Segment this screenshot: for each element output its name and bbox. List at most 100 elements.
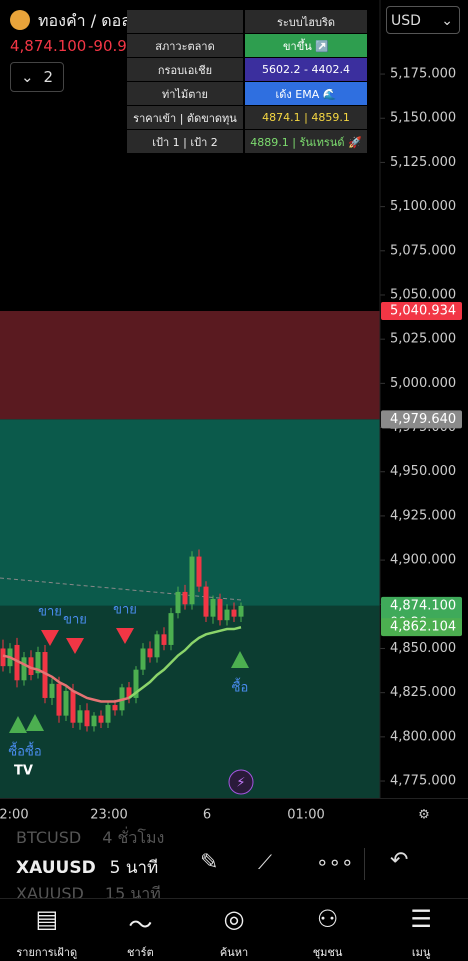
candle-body	[196, 556, 202, 587]
sell-label: ขาย	[38, 605, 62, 620]
y-tick-label: 4,900.000	[390, 553, 456, 568]
zone	[0, 605, 380, 798]
layout-toggle[interactable]: ⌄ 2	[10, 62, 64, 92]
zone	[0, 311, 380, 420]
candle-body	[224, 609, 230, 621]
caret: ⌄	[441, 13, 453, 29]
row-label: กรอบเอเชีย	[127, 58, 243, 81]
sell-arrow	[116, 628, 134, 644]
nav-item[interactable]: 〜 ชาร์ต	[94, 899, 188, 961]
undo[interactable]: ↶	[390, 848, 409, 873]
buy-arrow	[9, 716, 27, 733]
candle-body	[105, 705, 111, 723]
symbol-current[interactable]: XAUUSD 5 นาที	[16, 854, 158, 881]
currency-select[interactable]: USD ⌄	[386, 6, 460, 34]
price-tag	[381, 618, 462, 637]
currency: USD	[391, 13, 421, 29]
row-value: ขาขึ้น ↗️	[245, 34, 367, 57]
y-tick-label: 5,025.000	[390, 332, 456, 347]
candle-body	[168, 613, 174, 645]
candle-body	[70, 690, 76, 723]
candle-body	[35, 652, 41, 674]
sym: BTCUSD	[16, 828, 82, 847]
nav-label: เมนู	[411, 946, 431, 959]
candle-body	[203, 586, 209, 617]
candle-body	[63, 690, 69, 716]
alert-icon	[228, 769, 254, 795]
candle-body	[182, 591, 188, 605]
y-tick-label: 5,150.000	[390, 111, 456, 126]
candle-body	[91, 715, 97, 727]
candle-body	[154, 634, 160, 658]
candle-body	[77, 710, 83, 723]
price-tag-label: 4,862.104	[390, 620, 456, 635]
x-tick-label: 23:00	[90, 808, 127, 823]
nav-label: ค้นหา	[219, 946, 249, 959]
candle-body	[189, 556, 195, 605]
y-tick-label: 5,125.000	[390, 155, 456, 170]
nav-icon: ☰	[410, 905, 432, 933]
y-tick-label: 5,100.000	[390, 199, 456, 214]
candle-body	[161, 634, 167, 645]
info-table: ระบบไฮบริด สภาวะตลาด ขาขึ้น ↗️ กรอบเอเชีย 5…	[127, 10, 367, 154]
candle-body	[133, 669, 139, 698]
nav-item[interactable]: ☰ เมนู	[374, 899, 468, 961]
row-value: 4889.1 | รันเทรนด์ 🚀	[245, 130, 367, 153]
y-tick-label: 4,775.000	[390, 774, 456, 789]
price-tag-label: 5,040.934	[390, 304, 456, 319]
coin-icon	[10, 10, 30, 30]
row-label: ท่าไม้ตาย	[127, 82, 243, 105]
divider	[364, 848, 365, 880]
y-tick-label: 5,175.000	[390, 67, 456, 82]
y-tick-label: 4,800.000	[390, 729, 456, 744]
draw-tool[interactable]: ✎	[200, 850, 219, 875]
alert-bolt: ⚡	[236, 776, 245, 791]
more-tools[interactable]: ∘∘∘	[316, 850, 354, 874]
candle-body	[210, 598, 216, 617]
sell-arrow	[66, 638, 84, 654]
sell-label: ขาย	[63, 613, 87, 628]
row-value: 4874.1 | 4859.1	[245, 106, 367, 129]
x-tick-label: 6	[203, 808, 211, 823]
candle-body	[84, 710, 90, 727]
bottom-nav: ▤ รายการเฝ้าดู 〜 ชาร์ต ◎ ค้นหา ⚇ ชุมชน ☰ เมนู	[0, 898, 468, 961]
nav-label: รายการเฝ้าดู	[16, 946, 78, 959]
buy-label: ซื้อซื้อ	[8, 742, 41, 760]
toolbar: BTCUSD 4 ชั่วโมง XAUUSD 5 นาที XAUUSD 15…	[0, 828, 468, 903]
y-tick-label: 5,000.000	[390, 376, 456, 391]
candle-body	[42, 652, 48, 698]
buy-label: ซื้อ	[232, 678, 249, 696]
y-tick-label: 5,050.000	[390, 287, 456, 302]
nav-item[interactable]: ⚇ ชุมชน	[281, 899, 375, 961]
price-tag	[381, 410, 462, 429]
candle-body	[14, 644, 20, 681]
candle-body	[21, 657, 27, 681]
nav-icon: 〜	[128, 911, 153, 939]
candle-body	[0, 648, 6, 667]
ema-line	[2, 654, 130, 703]
trend-tool[interactable]: ⟋	[258, 850, 272, 874]
symbol-prev[interactable]: BTCUSD 4 ชั่วโมง	[16, 826, 164, 851]
table-title: ระบบไฮบริด	[245, 10, 367, 33]
nav-item[interactable]: ◎ ค้นหา	[187, 899, 281, 961]
y-tick-label: 4,950.000	[390, 464, 456, 479]
dashed-line	[0, 577, 242, 601]
tv-logo: TV	[14, 764, 33, 779]
y-tick-label: 4,825.000	[390, 685, 456, 700]
nav-icon: ▤	[35, 905, 59, 933]
candle-body	[147, 648, 153, 658]
sym: XAUUSD	[16, 858, 96, 878]
candle-body	[112, 705, 118, 711]
row-value: 5602.2 - 4402.4	[245, 58, 367, 81]
table-row: เป้า 1 | เป้า 2 4889.1 | รันเทรนด์ 🚀	[127, 130, 367, 153]
nav-icon: ⚇	[316, 905, 339, 933]
candle-body	[238, 605, 244, 617]
nav-item[interactable]: ▤ รายการเฝ้าดู	[0, 899, 94, 961]
last-price: 4,874.100	[10, 37, 87, 55]
candle-body	[140, 648, 146, 670]
candle-body	[175, 591, 181, 614]
price-tag	[381, 302, 462, 321]
y-tick-label: 4,925.000	[390, 508, 456, 523]
nav-icon: ◎	[223, 905, 245, 933]
